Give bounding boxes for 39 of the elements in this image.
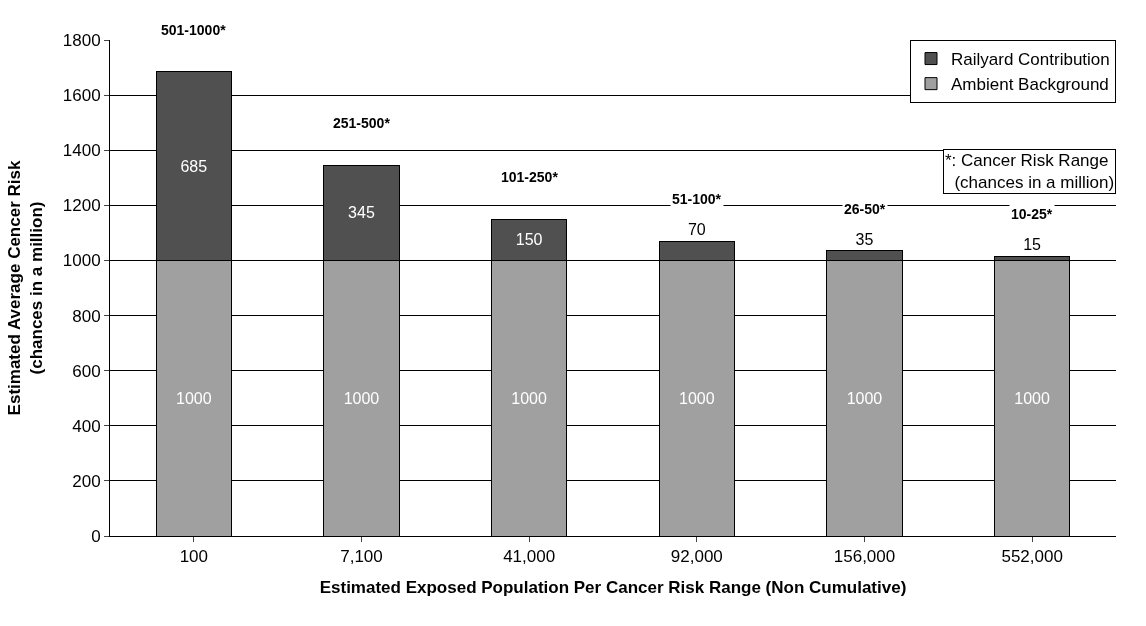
annotation: *: Cancer Risk Range (chances in a million) [945, 151, 1115, 193]
legend-label: Railyard Contribution [951, 50, 1110, 70]
data-label: 345 [348, 204, 375, 222]
data-label: 1000 [175, 389, 212, 407]
x-axis-title: Estimated Exposed Population Per Cancer Risk Range (Non Cumulative) [319, 577, 907, 597]
data-label: 1000 [511, 389, 548, 407]
x-tick-label: 100 [179, 547, 209, 567]
x-tick-label: 41,000 [503, 547, 556, 567]
data-label: 1000 [343, 389, 380, 407]
legend-label: Ambient Background [951, 75, 1109, 95]
x-tick-label: 7,100 [340, 547, 383, 567]
x-tick-label: 92,000 [670, 547, 723, 567]
y-tick-label: 1000 [62, 251, 101, 271]
data-label: 15 [1023, 236, 1042, 254]
annotation: 51-100* [672, 191, 722, 207]
x-tick-label: 552,000 [1001, 547, 1063, 567]
annotation: 251-500* [333, 115, 391, 131]
y-tick-label: 200 [72, 471, 101, 491]
data-label: 150 [515, 231, 543, 249]
annotation: 26-50* [844, 201, 886, 217]
y-axis-title: Estimated Average Cencer Risk (chances in a million) [5, 160, 47, 416]
data-label: 1000 [846, 389, 883, 407]
y-tick-label: 1200 [62, 196, 101, 216]
y-tick-label: 1800 [62, 30, 101, 50]
y-tick-label: 800 [72, 306, 101, 326]
data-label: 1000 [1014, 389, 1051, 407]
annotation: 501-1000* [161, 22, 227, 38]
annotation: 10-25* [1011, 206, 1053, 222]
y-tick-label: 400 [72, 416, 101, 436]
data-label: 685 [180, 157, 208, 175]
data-label: 1000 [678, 389, 715, 407]
data-label: 35 [855, 230, 874, 248]
y-tick-label: 600 [72, 361, 101, 381]
x-tick-label: 156,000 [833, 547, 896, 567]
y-tick-label: 1600 [62, 86, 101, 106]
data-label: 70 [687, 221, 706, 239]
annotation: 101-250* [501, 169, 559, 185]
y-tick-label: 1400 [62, 141, 101, 161]
y-tick-label: 0 [91, 526, 101, 546]
